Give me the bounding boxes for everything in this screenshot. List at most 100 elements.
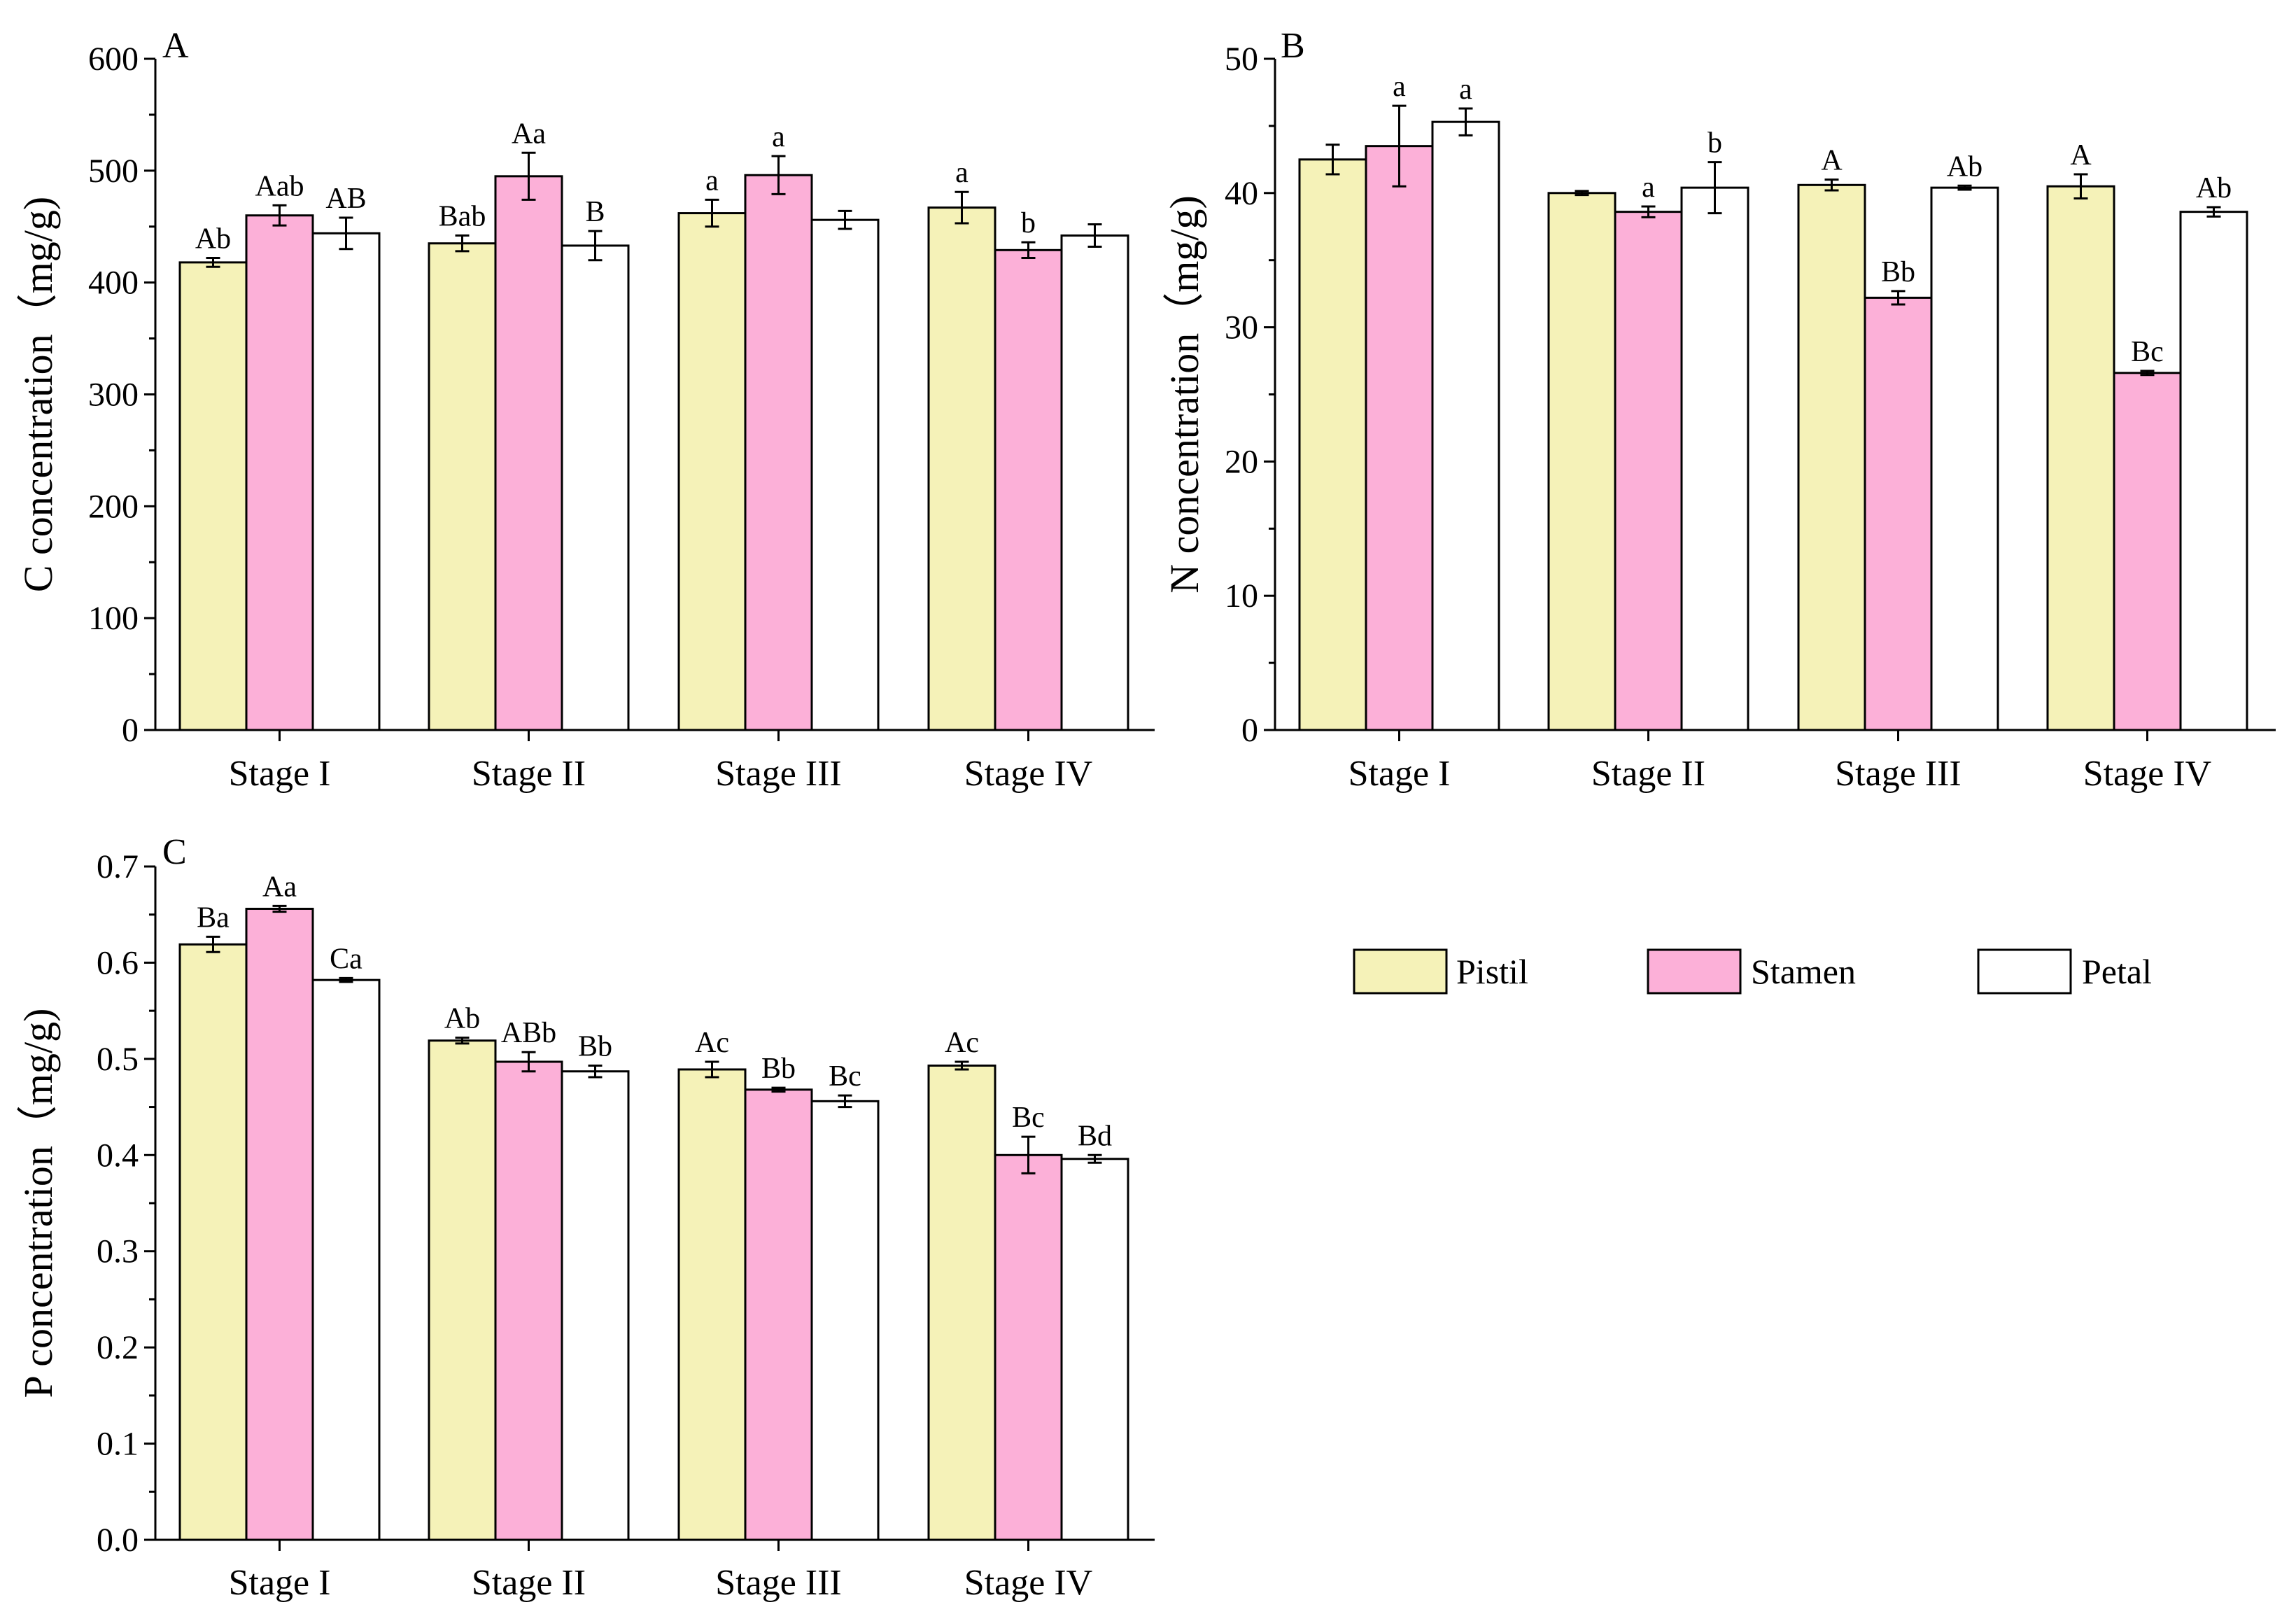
panel-b-x-tick-label: Stage I bbox=[1348, 754, 1451, 794]
legend-swatch-stamen bbox=[1647, 948, 1742, 995]
panel-a-significance-label: AB bbox=[325, 183, 366, 215]
panel-b-bar bbox=[1797, 183, 1866, 731]
panel-c-x-tick-label: Stage III bbox=[715, 1563, 841, 1603]
panel-c-y-tick-label: 0.4 bbox=[97, 1137, 139, 1174]
panel-c-y-tick-label: 0.3 bbox=[97, 1233, 139, 1270]
panel-a-bar bbox=[994, 248, 1063, 731]
panel-b-bar bbox=[2046, 185, 2115, 731]
panel-c-y-tick-label: 0.1 bbox=[97, 1426, 139, 1463]
panel-c-bar bbox=[744, 1088, 813, 1541]
panel-c-x-tick-label: Stage I bbox=[229, 1563, 331, 1603]
panel-c: C Ba Ab Ac Ac Aa ABb Bb Bc Ca Bb Bc Bd 0.0 0.1 0.2 0.3 0… bbox=[15, 832, 1155, 1603]
panel-c-significance-label: Ac bbox=[695, 1027, 729, 1059]
panel-c-significance-label: Aa bbox=[262, 871, 297, 903]
legend-label-stamen: Stamen bbox=[1751, 952, 1856, 991]
panel-b-y-tick-label: 40 bbox=[1225, 175, 1258, 212]
panel-b-significance-label: Bb bbox=[1881, 256, 1915, 288]
legend-swatch-pistil bbox=[1353, 948, 1448, 995]
panel-b-significance-label: Ab bbox=[2196, 172, 2232, 204]
panel-c-significance-label: Ca bbox=[330, 943, 362, 975]
panel-a-significance-label: Aa bbox=[512, 118, 546, 150]
panel-b-bar bbox=[1365, 145, 1434, 731]
panel-b-x-tick-label: Stage IV bbox=[2083, 754, 2211, 794]
panel-a-x-tick-label: Stage IV bbox=[964, 754, 1092, 794]
panel-c-bar bbox=[311, 978, 381, 1541]
panel-a-bar bbox=[311, 232, 381, 731]
panel-c-significance-label: Bb bbox=[578, 1030, 612, 1062]
panel-c-bar bbox=[810, 1100, 880, 1541]
panel-a-letter: A bbox=[162, 26, 189, 66]
panel-a-bar bbox=[744, 174, 813, 731]
panel-b-significance-label: A bbox=[2070, 139, 2092, 171]
panel-c-bar bbox=[1060, 1158, 1129, 1541]
panel-a-bar bbox=[178, 261, 248, 731]
panel-a-significance-label: a bbox=[772, 121, 785, 153]
panel-a-y-axis-title: C concentration（mg/g) bbox=[15, 197, 61, 592]
panel-a-significance-label: b bbox=[1021, 207, 1036, 239]
panel-b-significance-label: a bbox=[1393, 71, 1406, 103]
panel-c-significance-label: ABb bbox=[501, 1017, 556, 1049]
panel-b-bar bbox=[1864, 296, 1933, 731]
panel-c-bar bbox=[561, 1070, 630, 1541]
panel-b-significance-label: b bbox=[1707, 127, 1722, 160]
legend-label-pistil: Pistil bbox=[1456, 952, 1528, 991]
panel-b-significance-label: a bbox=[1642, 171, 1655, 204]
panel-b-letter: B bbox=[1281, 26, 1305, 66]
legend-swatch-petal bbox=[1977, 948, 2072, 995]
panel-c-significance-label: Ac bbox=[945, 1027, 979, 1059]
panel-a-y-tick-label: 300 bbox=[88, 377, 139, 414]
panel-b-bar bbox=[1298, 158, 1367, 731]
legend: Pistil Stamen Petal bbox=[1353, 948, 2152, 995]
panel-b-bar bbox=[1547, 192, 1617, 731]
panel-c-y-tick-label: 0.5 bbox=[97, 1041, 139, 1078]
panel-b-y-tick-label: 20 bbox=[1225, 443, 1258, 480]
panel-a-x-tick-label: Stage I bbox=[229, 754, 331, 794]
panel-a-significance-label: Aab bbox=[255, 170, 304, 202]
panel-b-bar bbox=[2113, 372, 2182, 731]
panel-c-y-tick-label: 0.7 bbox=[97, 848, 139, 885]
panel-b-significance-label: A bbox=[1821, 145, 1843, 177]
panel-a-bar bbox=[428, 242, 497, 731]
panel-c-x-tick-label: Stage II bbox=[472, 1563, 586, 1603]
panel-a-bar bbox=[561, 244, 630, 731]
panel-c-significance-label: Bd bbox=[1078, 1120, 1112, 1152]
panel-a-significance-label: a bbox=[955, 157, 969, 189]
panel-a-y-tick-label: 500 bbox=[88, 153, 139, 190]
panel-c-bar bbox=[428, 1039, 497, 1541]
panel-b-bar bbox=[1614, 211, 1683, 731]
panel-b-y-tick-label: 30 bbox=[1225, 309, 1258, 346]
panel-c-significance-label: Bc bbox=[1012, 1102, 1045, 1134]
panel-a-y-tick-label: 0 bbox=[122, 712, 139, 749]
panel-c-significance-label: Bc bbox=[829, 1060, 861, 1093]
panel-c-significance-label: Ba bbox=[197, 901, 230, 934]
panel-a-y-tick-label: 200 bbox=[88, 488, 139, 525]
panel-a-y-tick-label: 600 bbox=[88, 41, 139, 78]
panel-c-y-tick-label: 0.0 bbox=[97, 1522, 139, 1559]
panel-a-significance-label: Ab bbox=[195, 223, 231, 255]
panel-c-y-tick-label: 0.6 bbox=[97, 944, 139, 981]
panel-a-bar bbox=[810, 218, 880, 731]
panel-a-significance-label: a bbox=[705, 164, 719, 197]
panel-a-x-tick-label: Stage III bbox=[715, 754, 841, 794]
panel-c-y-tick-label: 0.2 bbox=[97, 1329, 139, 1366]
panel-c-letter: C bbox=[162, 832, 187, 872]
panel-a-significance-label: Bab bbox=[439, 201, 486, 233]
panel-a-bar bbox=[494, 175, 563, 731]
panel-a-bar bbox=[245, 214, 314, 731]
panel-a: A Ab Bab a a Aab Aa a b AB B 0 100 200 300 400 500 600 St… bbox=[15, 26, 1155, 794]
panel-b-bar bbox=[1431, 120, 1500, 731]
panel-a-bar bbox=[677, 212, 747, 731]
panel-c-bar bbox=[994, 1153, 1063, 1541]
panel-b-y-tick-label: 50 bbox=[1225, 41, 1258, 78]
panel-a-bar bbox=[927, 206, 996, 731]
panel-b-significance-label: a bbox=[1459, 73, 1472, 106]
panel-b-bar bbox=[2179, 211, 2248, 731]
panel-b-y-axis-title: N concentration（mg/g) bbox=[1162, 195, 1207, 594]
panel-c-bar bbox=[677, 1068, 747, 1541]
panel-c-significance-label: Ab bbox=[444, 1003, 480, 1035]
panel-a-significance-label: B bbox=[585, 196, 605, 228]
panel-b-y-tick-label: 0 bbox=[1241, 712, 1258, 749]
legend-label-petal: Petal bbox=[2082, 952, 2152, 991]
panel-b-bar bbox=[1930, 186, 1999, 731]
